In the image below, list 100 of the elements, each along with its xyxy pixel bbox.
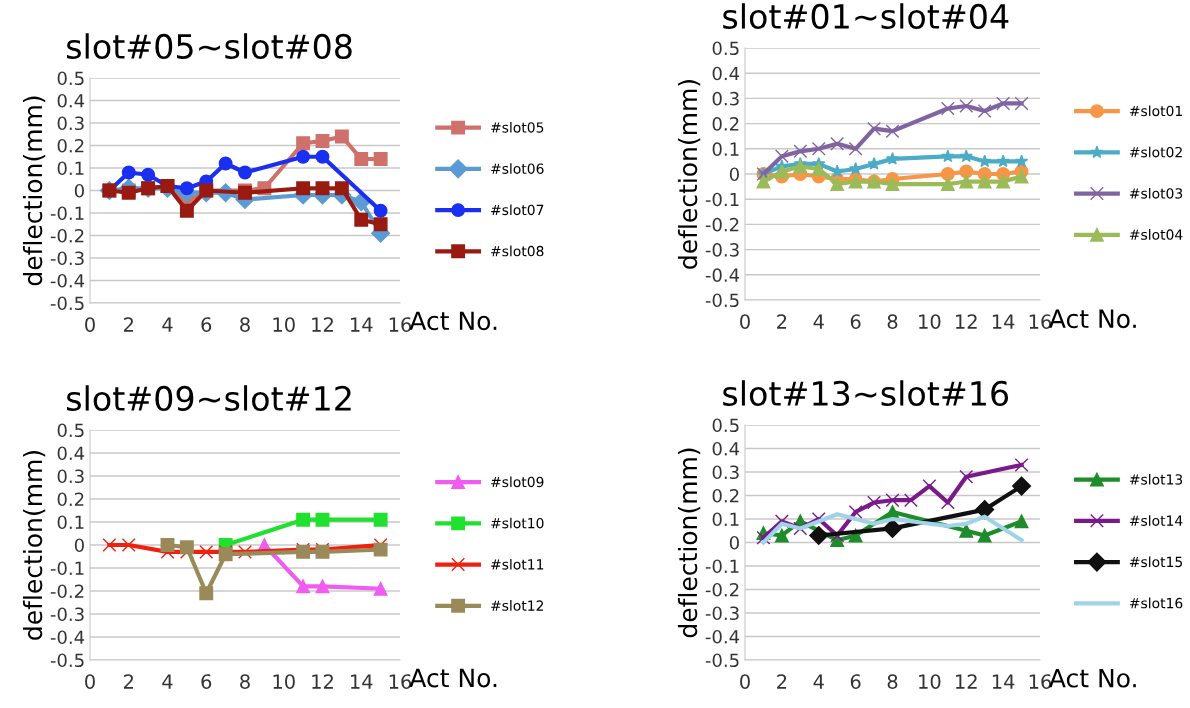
legend-label: #slot16 — [1129, 597, 1183, 609]
x-tick-label: 16 — [1029, 674, 1052, 689]
legend-label: #slot07 — [491, 204, 544, 216]
y-axis-title: deflection(mm) — [22, 451, 46, 640]
y-tick-label: 0.4 — [712, 441, 740, 456]
x-tick-label: 16 — [389, 317, 412, 332]
y-tick-label: 0.3 — [57, 469, 84, 484]
x-tick-label: 2 — [777, 314, 787, 329]
x-tick-label: 10 — [919, 674, 941, 689]
legend-label: #slot02 — [1129, 146, 1182, 158]
x-axis-title: Act No. — [1049, 668, 1136, 688]
x-tick-label: 8 — [887, 314, 898, 329]
y-tick-label: -0.1 — [705, 192, 739, 207]
x-tick-label: 14 — [992, 674, 1015, 689]
x-tick-label: 0 — [85, 317, 95, 332]
y-tick-label: -0.1 — [50, 206, 84, 221]
y-tick-label: -0.2 — [50, 584, 84, 599]
x-tick-label: 6 — [850, 674, 861, 689]
x-tick-label: 10 — [919, 314, 941, 329]
y-tick-label: -0.4 — [705, 268, 740, 282]
y-tick-label: -0.2 — [705, 582, 739, 597]
x-tick-label: 14 — [992, 314, 1015, 329]
x-axis-title: Act No. — [1049, 309, 1136, 329]
x-tick-label: 10 — [273, 317, 295, 332]
y-tick-label: 0 — [729, 167, 739, 182]
x-tick-label: 12 — [312, 317, 333, 332]
x-axis-title: Act No. — [409, 311, 497, 331]
y-tick-label: -0.3 — [705, 606, 739, 621]
legend-label: #slot08 — [491, 245, 544, 257]
y-tick-label: 0.2 — [712, 488, 739, 503]
y-tick-label: -0.5 — [50, 653, 84, 668]
y-tick-label: 0.4 — [57, 93, 85, 108]
y-tick-label: 0.5 — [712, 41, 739, 56]
x-tick-label: 4 — [813, 674, 824, 689]
legend-label: #slot10 — [491, 517, 544, 529]
y-tick-label: 0.5 — [57, 71, 84, 86]
x-tick-label: 2 — [123, 674, 133, 689]
legend-label: #slot06 — [491, 163, 544, 174]
legend-label: #slot03 — [1129, 187, 1183, 199]
y-tick-label: -0.4 — [50, 273, 85, 288]
y-tick-label: -0.3 — [50, 251, 84, 266]
y-tick-label: 0.2 — [57, 138, 84, 153]
x-tick-label: 0 — [740, 314, 750, 329]
legend-label: #slot13 — [1129, 473, 1183, 485]
y-tick-label: -0.4 — [50, 630, 85, 645]
y-tick-label: 0.5 — [712, 418, 739, 433]
chart-title: slot#05~slot#08 — [67, 33, 352, 60]
y-tick-label: 0.4 — [57, 446, 85, 461]
x-tick-label: 6 — [201, 674, 212, 689]
y-tick-label: 0 — [729, 535, 739, 550]
chart-title: slot#01~slot#04 — [723, 3, 1009, 30]
y-tick-label: 0.2 — [57, 492, 84, 507]
x-tick-label: 16 — [389, 674, 412, 689]
chart-title: slot#09~slot#12 — [67, 385, 351, 412]
y-tick-label: 0.3 — [712, 91, 739, 106]
legend-label: #slot05 — [491, 121, 544, 133]
legend-label: #slot01 — [1129, 105, 1182, 117]
y-tick-label: -0.5 — [705, 293, 739, 308]
y-tick-label: 0.1 — [712, 142, 739, 156]
x-tick-label: 10 — [273, 674, 295, 689]
y-tick-label: 0.2 — [712, 117, 739, 131]
y-tick-label: 0 — [74, 538, 84, 553]
y-axis-title: deflection(mm) — [677, 80, 701, 269]
y-tick-label: 0.1 — [57, 161, 84, 176]
y-axis-title: deflection(mm) — [22, 96, 46, 286]
x-tick-label: 4 — [162, 674, 173, 689]
y-tick-label: -0.2 — [705, 217, 739, 232]
legend-label: #slot15 — [1129, 556, 1183, 568]
x-tick-label: 0 — [740, 674, 750, 689]
x-tick-label: 0 — [85, 674, 95, 689]
legend-label: #slot12 — [491, 600, 544, 611]
x-tick-label: 12 — [312, 674, 333, 689]
x-tick-label: 16 — [1029, 314, 1052, 329]
y-axis-title: deflection(mm) — [677, 448, 701, 638]
y-tick-label: 0.3 — [712, 465, 739, 480]
y-tick-label: -0.3 — [705, 243, 739, 257]
y-tick-label: 0.3 — [57, 116, 84, 131]
y-tick-label: -0.5 — [705, 653, 739, 668]
y-tick-label: 0.1 — [712, 512, 739, 527]
y-tick-label: -0.1 — [705, 559, 739, 574]
x-tick-label: 14 — [351, 317, 373, 332]
legend-label: #slot11 — [491, 558, 544, 570]
y-tick-label: 0.5 — [57, 423, 84, 438]
y-tick-label: 0 — [74, 183, 84, 198]
x-tick-label: 2 — [777, 674, 787, 689]
y-tick-label: -0.4 — [705, 629, 740, 644]
x-tick-label: 8 — [887, 674, 898, 689]
x-axis-title: Act No. — [409, 668, 497, 688]
x-tick-label: 12 — [956, 674, 977, 689]
x-tick-label: 8 — [240, 674, 250, 689]
y-tick-label: 0.4 — [712, 66, 740, 81]
x-tick-label: 12 — [956, 314, 977, 329]
x-tick-label: 6 — [850, 314, 861, 329]
legend-label: #slot09 — [491, 476, 544, 488]
x-tick-label: 4 — [162, 317, 173, 332]
x-tick-label: 2 — [123, 317, 133, 332]
y-tick-label: -0.1 — [50, 561, 84, 576]
x-tick-label: 6 — [201, 317, 212, 332]
chart-title: slot#13~slot#16 — [723, 380, 1009, 407]
legend-label: #slot04 — [1129, 229, 1183, 240]
